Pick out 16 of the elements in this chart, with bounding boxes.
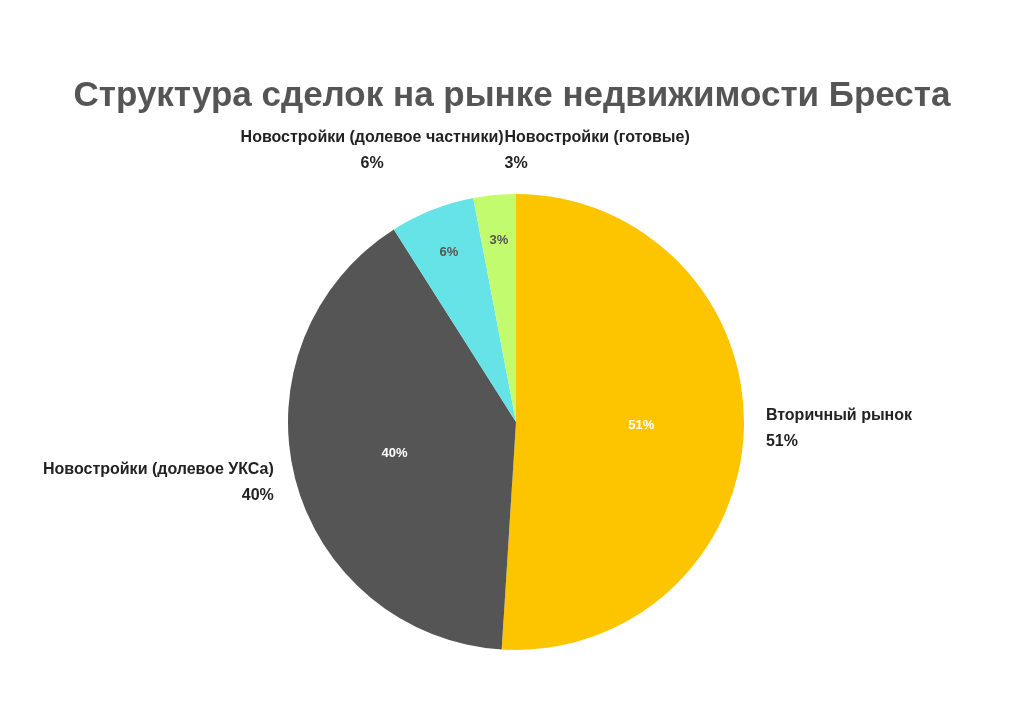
data-label: 3% [489,231,509,247]
pie-slice [393,198,516,422]
data-label: 6% [439,243,459,259]
slice-label: Новостройки (готовые) [504,128,690,145]
text: 6% [360,154,384,171]
slice-label: Новостройки (долевое УКСа) [42,460,274,478]
chart-title: Структура сделок на рынке недвижимости Бреста [73,74,951,113]
pie-slice [288,229,516,650]
text: 40% [241,486,274,504]
data-label: 40% [381,444,408,460]
text: 51% [765,431,798,449]
slice-label: Новостройки (долевое частники) [240,128,504,145]
data-label: 51% [628,417,655,433]
text: 3% [504,154,528,171]
slice-label: Вторичный рынок [765,405,913,423]
pie-slice [473,194,516,422]
